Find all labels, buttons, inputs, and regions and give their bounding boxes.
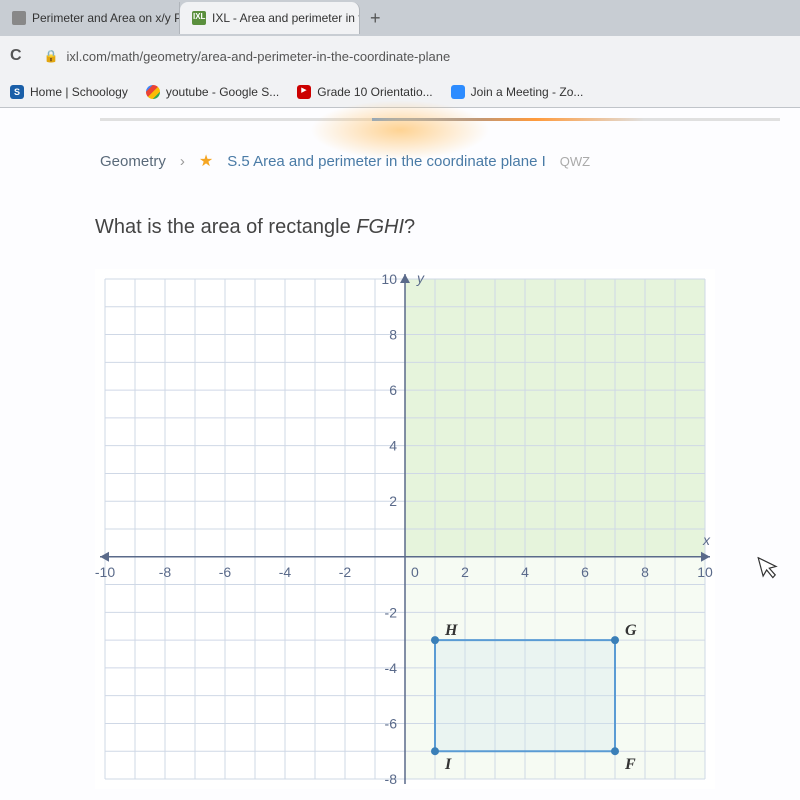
svg-text:10: 10 [381, 271, 397, 287]
schoology-icon: S [10, 85, 24, 99]
svg-text:4: 4 [521, 564, 529, 580]
bookmark-youtube[interactable]: Grade 10 Orientatio... [297, 85, 432, 99]
tab-title: Perimeter and Area on x/y P [32, 11, 180, 25]
svg-text:x: x [702, 532, 711, 548]
svg-text:-4: -4 [279, 564, 292, 580]
url-input[interactable]: 🔒 ixl.com/math/geometry/area-and-perimet… [34, 45, 790, 68]
svg-text:G: G [625, 622, 637, 639]
page-content: Geometry › ★ S.5 Area and perimeter in t… [0, 108, 800, 800]
svg-text:8: 8 [389, 327, 397, 343]
skill-title: S.5 Area and perimeter in the coordinate… [227, 153, 546, 170]
svg-text:4: 4 [389, 438, 397, 454]
progress-fill [372, 118, 644, 121]
svg-text:10: 10 [697, 564, 713, 580]
bookmark-google[interactable]: youtube - Google S... [146, 85, 279, 99]
breadcrumb-subject[interactable]: Geometry [100, 153, 166, 170]
svg-text:y: y [416, 270, 425, 286]
breadcrumb: Geometry › ★ S.5 Area and perimeter in t… [0, 151, 800, 171]
tab-bar: Perimeter and Area on x/y P × IXL IXL - … [0, 0, 800, 36]
google-icon [146, 85, 160, 99]
bookmark-label: youtube - Google S... [166, 85, 279, 99]
bookmark-label: Home | Schoology [30, 85, 128, 99]
url-text: ixl.com/math/geometry/area-and-perimeter… [67, 49, 451, 64]
svg-text:I: I [444, 756, 452, 773]
svg-text:2: 2 [389, 493, 397, 509]
question-text: What is the area of rectangle FGHI? [0, 216, 800, 239]
svg-text:6: 6 [581, 564, 589, 580]
svg-text:H: H [444, 622, 458, 639]
star-icon[interactable]: ★ [199, 151, 213, 171]
bookmark-label: Join a Meeting - Zo... [471, 85, 584, 99]
browser-tab[interactable]: Perimeter and Area on x/y P × [0, 2, 180, 34]
svg-text:8: 8 [641, 564, 649, 580]
skill-code: QWZ [560, 154, 590, 169]
coordinate-chart[interactable]: -10 -8 -6 -4 -2 0 2 4 6 8 10 -8 -6 -4 -2 2 4 6 8 10 y x H G F I [0, 269, 800, 789]
svg-text:-10: -10 [95, 564, 115, 580]
svg-text:-6: -6 [385, 715, 398, 731]
svg-text:0: 0 [411, 564, 419, 580]
svg-text:-2: -2 [339, 564, 352, 580]
tab-favicon [12, 11, 26, 25]
bookmark-label: Grade 10 Orientatio... [317, 85, 432, 99]
bookmarks-bar: S Home | Schoology youtube - Google S...… [0, 76, 800, 108]
svg-text:-4: -4 [385, 660, 398, 676]
svg-text:F: F [624, 756, 636, 773]
svg-text:-2: -2 [385, 604, 398, 620]
address-bar: C 🔒 ixl.com/math/geometry/area-and-perim… [0, 36, 800, 76]
bookmark-schoology[interactable]: S Home | Schoology [10, 85, 128, 99]
tab-favicon: IXL [192, 11, 206, 25]
svg-text:-6: -6 [219, 564, 232, 580]
bookmark-zoom[interactable]: Join a Meeting - Zo... [451, 85, 584, 99]
tab-title: IXL - Area and perimeter in the co [212, 11, 360, 25]
reload-icon[interactable]: C [10, 47, 22, 65]
svg-text:-8: -8 [385, 771, 398, 787]
zoom-icon [451, 85, 465, 99]
svg-text:-8: -8 [159, 564, 172, 580]
coordinate-grid-svg: -10 -8 -6 -4 -2 0 2 4 6 8 10 -8 -6 -4 -2 2 4 6 8 10 y x H G F I [95, 269, 715, 789]
new-tab-button[interactable]: + [360, 8, 391, 29]
svg-text:6: 6 [389, 382, 397, 398]
browser-tab-active[interactable]: IXL IXL - Area and perimeter in the co × [180, 2, 360, 34]
chevron-right-icon: › [180, 153, 185, 170]
svg-text:2: 2 [461, 564, 469, 580]
youtube-icon [297, 85, 311, 99]
lock-icon: 🔒 [44, 49, 59, 63]
progress-bar [100, 118, 780, 121]
